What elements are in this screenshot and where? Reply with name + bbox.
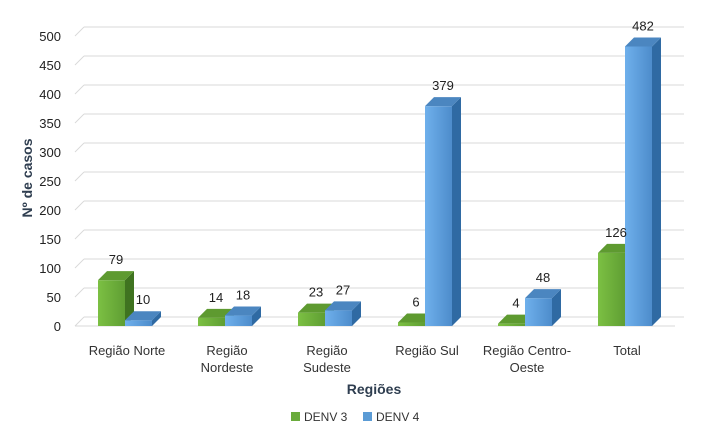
bar-denv-4 bbox=[525, 289, 561, 326]
data-label: 126 bbox=[605, 225, 627, 240]
y-axis-ticks: 0 50 100 150 200 250 300 350 400 450 500 bbox=[39, 29, 61, 334]
bar-denv-4 bbox=[225, 306, 261, 326]
gridline-depth bbox=[74, 84, 85, 95]
gridline-depth bbox=[74, 200, 85, 211]
legend-swatch bbox=[291, 412, 300, 421]
bar-top bbox=[625, 37, 661, 47]
data-label: 48 bbox=[536, 270, 550, 285]
bar-denv-4 bbox=[325, 301, 361, 326]
bar-side bbox=[125, 271, 134, 326]
bar-top bbox=[325, 301, 361, 311]
legend-item: DENV 3 bbox=[291, 410, 348, 424]
y-tick-label: 50 bbox=[47, 290, 61, 305]
y-tick-label: 400 bbox=[39, 87, 61, 102]
bar-front bbox=[98, 280, 125, 326]
bar-top bbox=[125, 311, 161, 321]
gridline-depth bbox=[74, 287, 85, 298]
bar-side bbox=[152, 311, 161, 326]
gridline-depth bbox=[74, 26, 85, 37]
y-tick-label: 350 bbox=[39, 116, 61, 131]
legend-label: DENV 3 bbox=[304, 410, 348, 424]
bar-top bbox=[525, 289, 561, 299]
bars bbox=[98, 37, 661, 327]
x-tick-label: Região Nordeste bbox=[201, 343, 254, 375]
gridline-depth bbox=[74, 55, 85, 66]
gridline-depth bbox=[74, 316, 85, 327]
y-tick-label: 450 bbox=[39, 58, 61, 73]
gridline-depth bbox=[74, 171, 85, 182]
bar-front bbox=[525, 298, 552, 326]
bar-front bbox=[298, 312, 325, 326]
bar-denv-3 bbox=[98, 271, 134, 326]
gridline-depth bbox=[74, 258, 85, 269]
bar-side bbox=[652, 37, 661, 326]
data-label: 379 bbox=[432, 78, 454, 93]
bar-top bbox=[225, 306, 261, 316]
x-axis-ticks: Região Norte Região Nordeste Região Sudeste R… bbox=[89, 343, 641, 375]
x-tick-label: Região Sul bbox=[395, 343, 459, 358]
bar-side bbox=[252, 306, 261, 326]
y-axis-title: Nº de casos bbox=[19, 138, 35, 217]
y-tick-label: 250 bbox=[39, 174, 61, 189]
data-label: 482 bbox=[632, 18, 654, 33]
legend-swatch bbox=[363, 412, 372, 421]
bar-top bbox=[425, 97, 461, 107]
y-tick-label: 500 bbox=[39, 29, 61, 44]
legend-label: DENV 4 bbox=[376, 410, 420, 424]
x-tick-label: Região Sudeste bbox=[303, 343, 351, 375]
bar-front bbox=[598, 252, 625, 326]
x-tick-label: Total bbox=[613, 343, 641, 358]
gridlines bbox=[74, 26, 684, 327]
y-tick-label: 100 bbox=[39, 261, 61, 276]
y-tick-label: 200 bbox=[39, 203, 61, 218]
bar-front bbox=[625, 46, 652, 326]
y-tick-label: 150 bbox=[39, 232, 61, 247]
data-label: 18 bbox=[236, 288, 250, 303]
y-tick-label: 0 bbox=[54, 319, 61, 334]
bar-denv-4 bbox=[425, 97, 461, 327]
bar-side bbox=[352, 301, 361, 326]
bar-front bbox=[325, 310, 352, 326]
x-tick-label: Região Centro-Oeste bbox=[483, 343, 571, 375]
data-label: 79 bbox=[109, 252, 123, 267]
bar-front bbox=[125, 320, 152, 326]
gridline-depth bbox=[74, 229, 85, 240]
data-label: 6 bbox=[412, 295, 419, 310]
gridline-depth bbox=[74, 113, 85, 124]
bar-front bbox=[198, 317, 225, 326]
legend-item: DENV 4 bbox=[363, 410, 420, 424]
legend: DENV 3 DENV 4 bbox=[291, 410, 420, 424]
x-tick-label: Região Norte bbox=[89, 343, 166, 358]
bar-front bbox=[498, 323, 525, 326]
data-labels: 79 10 14 18 23 27 6 379 4 48 126 482 bbox=[109, 18, 654, 310]
bar-denv-4 bbox=[125, 311, 161, 326]
data-label: 27 bbox=[336, 282, 350, 297]
data-label: 4 bbox=[512, 296, 519, 311]
bar-front bbox=[225, 315, 252, 326]
bar-front bbox=[398, 322, 425, 326]
x-axis-title: Regiões bbox=[347, 381, 402, 397]
bar-top bbox=[98, 271, 134, 281]
bar-side bbox=[452, 97, 461, 327]
bar-front bbox=[425, 106, 452, 327]
data-label: 23 bbox=[309, 285, 323, 300]
bar-side bbox=[552, 289, 561, 326]
gridline-depth bbox=[74, 142, 85, 153]
data-label: 14 bbox=[209, 290, 223, 305]
bar-denv-4 bbox=[625, 37, 661, 326]
y-tick-label: 300 bbox=[39, 145, 61, 160]
data-label: 10 bbox=[136, 292, 150, 307]
